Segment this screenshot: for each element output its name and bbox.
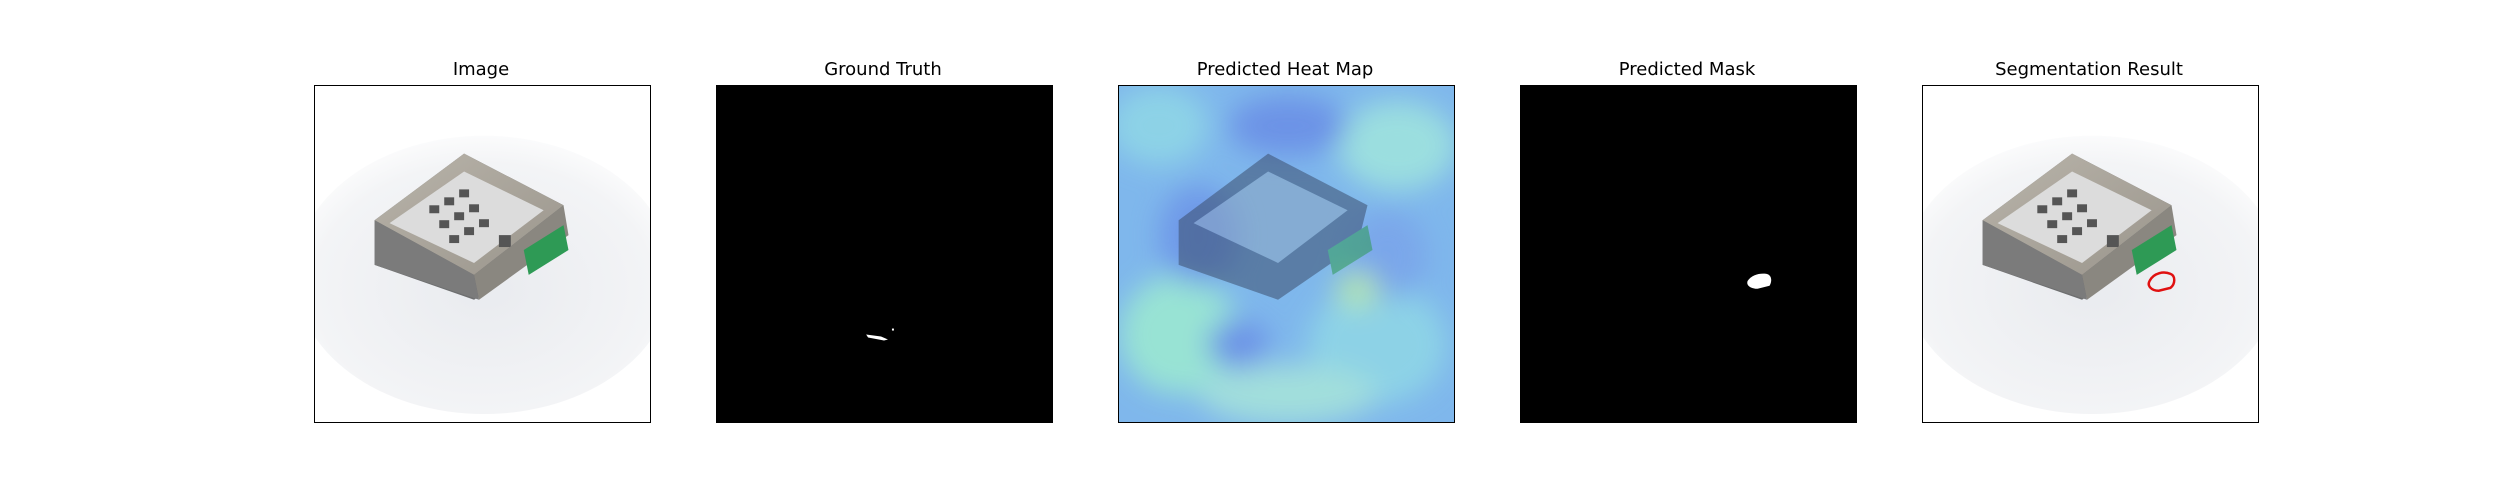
panel-image [314, 85, 651, 423]
panel-ground-truth [716, 85, 1053, 423]
device-module [1982, 153, 2177, 300]
segmentation-result [1923, 86, 2258, 422]
defect-streak [866, 334, 888, 341]
predicted-mask [1521, 86, 1856, 422]
panel-title-predicted-mask: Predicted Mask [1618, 59, 1756, 80]
panel-title-ground-truth: Ground Truth [824, 59, 942, 80]
segmentation-contour [2147, 271, 2176, 293]
device-module [374, 153, 569, 300]
panel-heat-map [1118, 85, 1455, 423]
ground-truth-mask [717, 86, 1052, 422]
panel-title-segmentation-result: Segmentation Result [1995, 59, 2183, 80]
panel-title-heat-map: Predicted Heat Map [1196, 59, 1374, 80]
panel-segmentation-result [1922, 85, 2259, 423]
predicted-blob [1747, 273, 1772, 289]
panel-title-image: Image [452, 59, 510, 80]
input-image [315, 86, 650, 422]
panel-predicted-mask [1520, 85, 1857, 423]
heat-map [1119, 86, 1454, 422]
